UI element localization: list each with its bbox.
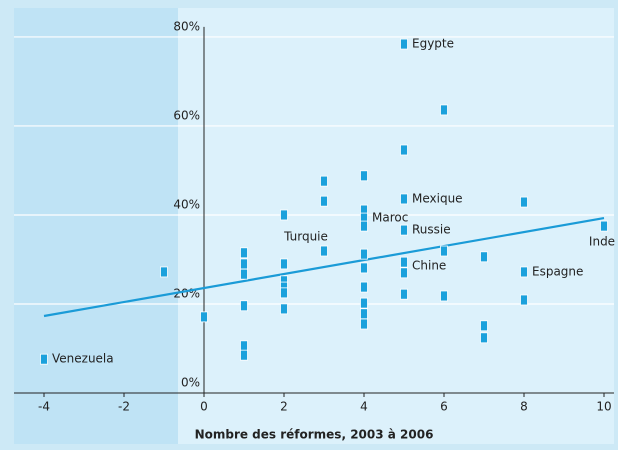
point [280,287,288,299]
y-tick-label: 80% [173,19,200,33]
point [360,281,368,293]
point-label: Egypte [412,37,454,51]
point [240,349,248,361]
point-label: Chine [412,259,446,273]
point [360,308,368,320]
x-tick-label: -2 [118,400,130,414]
point [320,175,328,187]
y-tick-label: 0% [181,376,200,390]
x-tick-label: 8 [520,400,528,414]
point [480,320,488,332]
x-tick-label: 4 [360,400,368,414]
point [440,290,448,302]
point [240,340,248,352]
point [240,268,248,280]
point-label: Inde [589,235,615,249]
point [360,318,368,330]
point-label: Turquie [283,230,328,244]
point [360,170,368,182]
point [520,294,528,306]
x-axis-label: Nombre des réformes, 2003 à 2006 [195,428,434,442]
point [320,195,328,207]
point [400,256,408,268]
point [360,220,368,232]
x-tick-label: 0 [200,400,208,414]
point-label: Russie [412,223,451,237]
point [200,311,208,323]
shaded-region [14,8,178,444]
point [320,245,328,257]
x-tick-label: 2 [280,400,288,414]
point [400,224,408,236]
point [360,262,368,274]
point [440,104,448,116]
point [400,38,408,50]
point-label: Maroc [372,211,408,225]
point [600,220,608,232]
point [240,258,248,270]
point [400,288,408,300]
point [400,267,408,279]
point [400,193,408,205]
point [280,303,288,315]
point [40,353,48,365]
point [400,144,408,156]
point [480,332,488,344]
point [280,209,288,221]
point [360,297,368,309]
x-tick-label: -4 [38,400,50,414]
point-label: Espagne [532,264,583,278]
point-label: Venezuela [52,352,114,366]
y-tick-label: 60% [173,108,200,122]
point [520,196,528,208]
point [480,251,488,263]
point-label: Mexique [412,191,463,205]
point [160,266,168,278]
point [240,300,248,312]
point [280,258,288,270]
x-tick-label: 10 [596,400,611,414]
y-tick-label: 40% [173,197,200,211]
point [240,247,248,259]
point [360,248,368,260]
x-tick-label: 6 [440,400,448,414]
point [440,245,448,257]
point [520,266,528,278]
trend-line [43,216,605,318]
